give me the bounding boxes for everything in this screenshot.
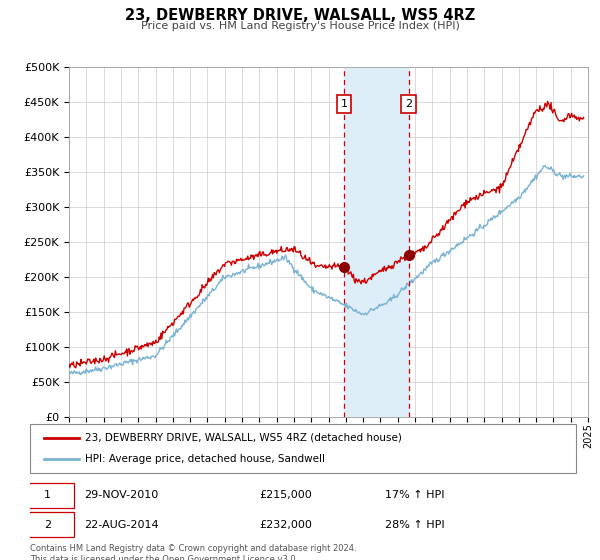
Text: 1: 1 — [44, 490, 51, 500]
FancyBboxPatch shape — [22, 483, 74, 508]
Text: 2: 2 — [44, 520, 51, 530]
Text: £232,000: £232,000 — [259, 520, 312, 530]
Text: Price paid vs. HM Land Registry's House Price Index (HPI): Price paid vs. HM Land Registry's House … — [140, 21, 460, 31]
Bar — [344, 67, 409, 417]
Text: 29-NOV-2010: 29-NOV-2010 — [85, 490, 159, 500]
Text: 23, DEWBERRY DRIVE, WALSALL, WS5 4RZ: 23, DEWBERRY DRIVE, WALSALL, WS5 4RZ — [125, 8, 475, 24]
FancyBboxPatch shape — [30, 424, 576, 473]
Text: Contains HM Land Registry data © Crown copyright and database right 2024.
This d: Contains HM Land Registry data © Crown c… — [30, 544, 356, 560]
Text: 23, DEWBERRY DRIVE, WALSALL, WS5 4RZ (detached house): 23, DEWBERRY DRIVE, WALSALL, WS5 4RZ (de… — [85, 433, 401, 443]
FancyBboxPatch shape — [22, 512, 74, 537]
Text: HPI: Average price, detached house, Sandwell: HPI: Average price, detached house, Sand… — [85, 454, 325, 464]
Text: 28% ↑ HPI: 28% ↑ HPI — [385, 520, 445, 530]
Text: 17% ↑ HPI: 17% ↑ HPI — [385, 490, 445, 500]
Text: 2: 2 — [406, 99, 413, 109]
Text: 1: 1 — [341, 99, 347, 109]
Text: £215,000: £215,000 — [259, 490, 312, 500]
Text: 22-AUG-2014: 22-AUG-2014 — [85, 520, 159, 530]
